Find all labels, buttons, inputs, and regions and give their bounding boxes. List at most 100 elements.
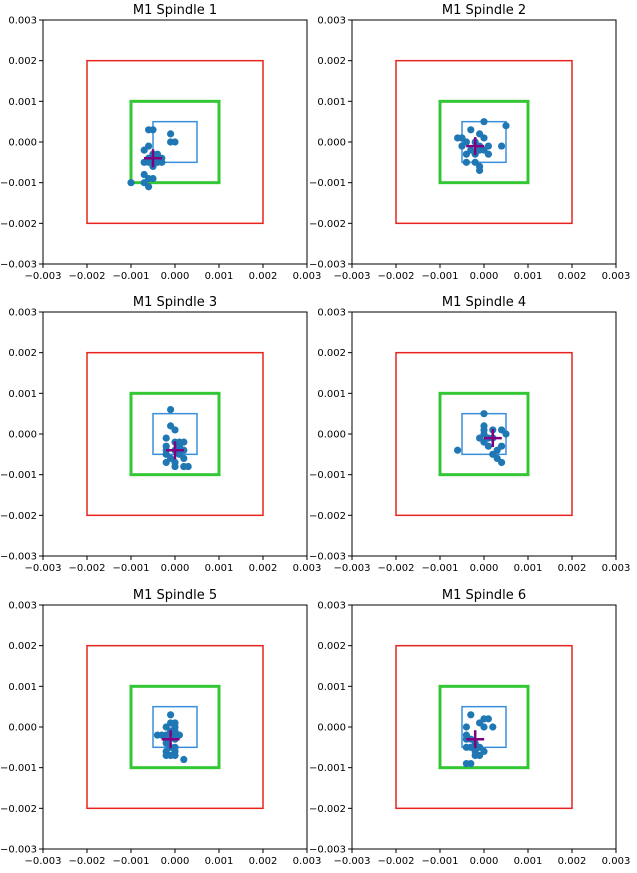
y-tick-label: −0.001 bbox=[309, 763, 346, 774]
y-tick-label: 0.000 bbox=[8, 138, 37, 149]
chart-panel-5: M1 Spindle 5 −0.003 −0.002 −0.001 0.000 0.001… bbox=[0, 588, 321, 867]
middle-limit-box bbox=[438, 684, 530, 770]
data-point bbox=[145, 142, 153, 150]
y-tick-label: −0.002 bbox=[309, 219, 346, 230]
x-tick-label: 0.000 bbox=[470, 563, 499, 574]
x-tick-label: −0.003 bbox=[24, 563, 61, 574]
panels: M1 Spindle 1 −0.003 −0.002 −0.001 0.000 0.001… bbox=[0, 3, 630, 867]
x-tick-label: −0.001 bbox=[421, 856, 458, 867]
outer-limit-box bbox=[86, 59, 264, 225]
x-tick-label: 0.001 bbox=[514, 271, 543, 282]
data-point bbox=[149, 175, 157, 183]
chart-title: M1 Spindle 2 bbox=[442, 3, 526, 18]
x-tick-label: −0.001 bbox=[112, 563, 149, 574]
y-tick-label: −0.001 bbox=[309, 470, 346, 481]
data-point bbox=[502, 430, 510, 438]
data-point bbox=[480, 723, 488, 731]
outer-limit-box bbox=[395, 351, 573, 517]
inner-limit-box bbox=[152, 120, 198, 164]
axes-frame bbox=[351, 19, 617, 265]
x-tick-label: −0.003 bbox=[24, 271, 61, 282]
y-tick-label: 0.002 bbox=[8, 348, 37, 359]
data-point bbox=[484, 150, 492, 158]
y-tick-label: −0.001 bbox=[0, 470, 37, 481]
data-point bbox=[171, 138, 179, 146]
data-point bbox=[480, 134, 488, 142]
x-tick-label: 0.003 bbox=[602, 271, 631, 282]
y-tick-label: −0.002 bbox=[0, 511, 37, 522]
x-tick-label: 0.003 bbox=[293, 563, 322, 574]
x-tick-label: 0.001 bbox=[205, 563, 234, 574]
data-point bbox=[167, 711, 175, 719]
x-tick-label: 0.002 bbox=[249, 271, 278, 282]
data-point bbox=[158, 158, 166, 166]
y-tick-label: 0.003 bbox=[317, 601, 346, 612]
y-tick-label: 0.001 bbox=[317, 97, 346, 108]
chart-title: M1 Spindle 1 bbox=[133, 3, 217, 18]
x-tick-label: −0.001 bbox=[112, 271, 149, 282]
x-tick-label: −0.002 bbox=[377, 271, 414, 282]
x-tick-label: 0.002 bbox=[558, 563, 587, 574]
y-tick-label: 0.002 bbox=[8, 641, 37, 652]
y-tick-label: 0.000 bbox=[8, 430, 37, 441]
y-tick-label: −0.003 bbox=[0, 552, 37, 563]
data-point bbox=[498, 142, 506, 150]
data-point bbox=[480, 426, 488, 434]
data-point bbox=[476, 751, 484, 760]
x-tick-label: 0.000 bbox=[161, 271, 190, 282]
data-point bbox=[467, 711, 475, 719]
x-tick-label: −0.002 bbox=[377, 856, 414, 867]
y-tick-label: −0.003 bbox=[309, 845, 346, 856]
x-tick-label: 0.003 bbox=[602, 563, 631, 574]
y-tick-label: 0.001 bbox=[317, 682, 346, 693]
y-tick-label: 0.000 bbox=[317, 723, 346, 734]
middle-limit-box bbox=[129, 99, 221, 185]
x-tick-label: 0.002 bbox=[249, 856, 278, 867]
middle-limit-box bbox=[129, 391, 221, 477]
middle-limit-box bbox=[438, 99, 530, 185]
data-point bbox=[167, 130, 175, 138]
y-tick-label: −0.002 bbox=[309, 804, 346, 815]
y-tick-label: 0.003 bbox=[317, 16, 346, 27]
data-point bbox=[149, 126, 157, 134]
data-point bbox=[502, 122, 510, 130]
x-tick-label: −0.003 bbox=[333, 563, 370, 574]
chart-title: M1 Spindle 4 bbox=[442, 295, 526, 310]
data-point bbox=[462, 150, 470, 158]
axes-frame bbox=[42, 311, 308, 557]
x-tick-label: 0.002 bbox=[558, 856, 587, 867]
y-tick-label: 0.000 bbox=[317, 138, 346, 149]
x-tick-label: −0.002 bbox=[68, 856, 105, 867]
data-point bbox=[171, 426, 179, 434]
data-point bbox=[462, 723, 470, 731]
data-point bbox=[127, 179, 135, 187]
x-tick-label: −0.002 bbox=[377, 563, 414, 574]
y-tick-label: 0.002 bbox=[317, 56, 346, 67]
data-point bbox=[145, 183, 153, 191]
x-tick-label: 0.000 bbox=[161, 856, 190, 867]
chart-title: M1 Spindle 6 bbox=[442, 588, 526, 603]
outer-limit-box bbox=[86, 644, 264, 810]
y-tick-label: 0.000 bbox=[8, 723, 37, 734]
data-point bbox=[180, 454, 188, 462]
data-point bbox=[454, 446, 462, 454]
y-tick-label: −0.003 bbox=[0, 260, 37, 271]
data-point bbox=[476, 166, 484, 175]
middle-limit-box bbox=[438, 391, 530, 477]
chart-panel-2: M1 Spindle 2 −0.003 −0.002 −0.001 0.000 0.001… bbox=[309, 3, 630, 282]
x-tick-label: 0.000 bbox=[470, 271, 499, 282]
x-tick-label: 0.001 bbox=[514, 563, 543, 574]
y-tick-label: −0.001 bbox=[0, 178, 37, 189]
middle-limit-box bbox=[129, 684, 221, 770]
inner-limit-box bbox=[461, 705, 507, 749]
y-tick-label: 0.003 bbox=[317, 308, 346, 319]
y-tick-label: 0.000 bbox=[317, 430, 346, 441]
data-point bbox=[480, 118, 488, 126]
x-tick-label: 0.001 bbox=[205, 271, 234, 282]
chart-panel-6: M1 Spindle 6 −0.003 −0.002 −0.001 0.000 0.001… bbox=[309, 588, 630, 867]
y-tick-label: −0.002 bbox=[0, 804, 37, 815]
x-tick-label: 0.000 bbox=[470, 856, 499, 867]
x-tick-label: 0.002 bbox=[558, 271, 587, 282]
data-point bbox=[162, 434, 170, 442]
data-point bbox=[467, 760, 475, 768]
